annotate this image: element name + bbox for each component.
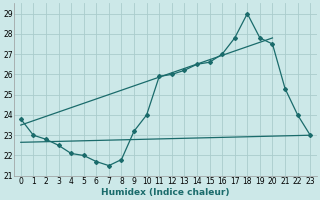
X-axis label: Humidex (Indice chaleur): Humidex (Indice chaleur): [101, 188, 230, 197]
